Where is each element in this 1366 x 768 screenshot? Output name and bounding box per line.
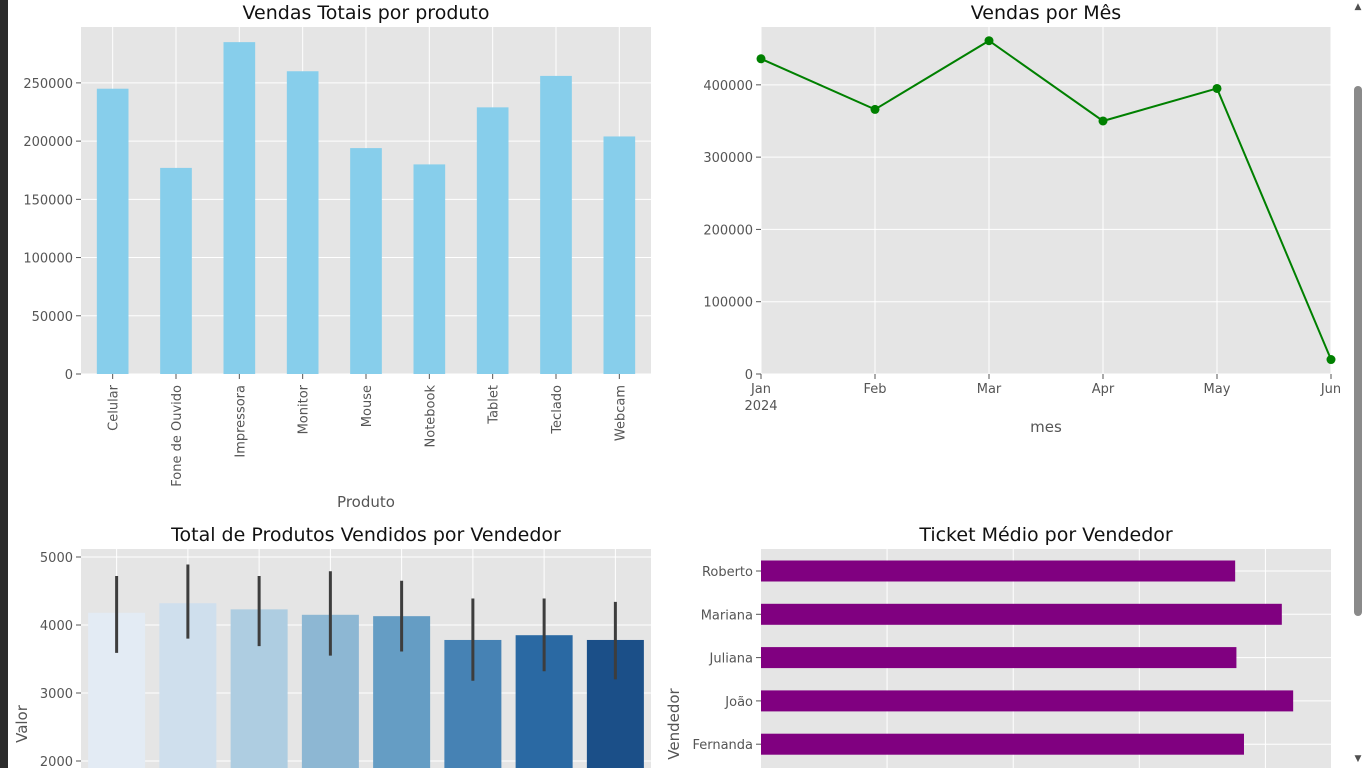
- chart-ticket-medio-por-vendedor: Roberto Mariana Juliana João Fernanda Ticket…: [665, 524, 1331, 768]
- data-point-feb: [870, 104, 880, 114]
- data-point-may: [1212, 83, 1222, 93]
- x-tick-sublabel: 2024: [744, 399, 777, 414]
- bar-celular: [96, 88, 129, 374]
- y-tick-label: 250000: [23, 77, 73, 92]
- chart-title: Total de Produtos Vendidos por Vendedor: [170, 524, 561, 546]
- x-axis-label: Produto: [337, 493, 395, 511]
- y-tick-label: 400000: [703, 79, 753, 94]
- data-point-jan: [756, 54, 766, 64]
- y-tick-label: 3000: [40, 687, 73, 702]
- series-line: [760, 39, 1332, 360]
- chart-produtos-vendidos-por-vendedor: 2000 3000 4000 5000 Total de Produtos Vendi…: [13, 524, 651, 768]
- vertical-scrollbar[interactable]: ▲ ▼: [1350, 0, 1366, 768]
- y-tick-label: 0: [65, 368, 73, 383]
- y-tick-label: 2000: [40, 755, 73, 768]
- x-tick-label: Apr: [1092, 382, 1115, 397]
- chart-vendas-totais-por-produto: 0 50000 100000 150000 200000 250000 Celular Fon…: [23, 2, 651, 511]
- y-tick-label: 200000: [23, 135, 73, 150]
- window-edge: [0, 0, 8, 768]
- x-tick-label: Mar: [977, 382, 1002, 397]
- chart-title: Vendas Totais por produto: [243, 2, 490, 24]
- scroll-down-icon[interactable]: ▼: [1354, 754, 1362, 764]
- y-tick-label: 100000: [23, 252, 73, 267]
- y-tick-label: 0: [745, 368, 753, 383]
- x-tick-label: Notebook: [423, 385, 438, 448]
- bar-impressora: [223, 42, 256, 375]
- y-tick-label: 300000: [703, 151, 753, 166]
- y-tick-label: João: [724, 695, 753, 710]
- bar-mouse: [350, 148, 382, 374]
- bar-joão: [761, 690, 1294, 712]
- x-tick-label: Teclado: [550, 385, 565, 435]
- chart-vendas-por-mes: 0 100000 200000 300000 400000 Jan Feb Mar Apr May…: [703, 2, 1341, 436]
- scroll-up-icon[interactable]: ▲: [1354, 2, 1362, 12]
- x-tick-label: Tablet: [487, 385, 502, 425]
- y-tick-label: Juliana: [709, 652, 753, 667]
- bar-monitor: [286, 71, 319, 374]
- y-tick-label: Mariana: [701, 608, 753, 623]
- x-tick-label: Feb: [863, 382, 886, 397]
- plot-background: [761, 27, 1331, 374]
- y-tick-label: 50000: [32, 310, 73, 325]
- data-point-mar: [984, 36, 994, 46]
- y-axis-label: Valor: [13, 704, 31, 743]
- x-tick-label: Celular: [107, 384, 122, 431]
- x-axis-label: mes: [1030, 418, 1062, 436]
- y-tick-label: Fernanda: [692, 738, 753, 753]
- scroll-thumb[interactable]: [1354, 86, 1362, 616]
- y-tick-label: 150000: [23, 193, 73, 208]
- x-tick-label: Impressora: [233, 385, 248, 458]
- y-tick-label: Roberto: [702, 565, 753, 580]
- bar-notebook: [413, 164, 446, 374]
- x-tick-label: Jun: [1320, 382, 1341, 397]
- bar-fernanda: [761, 733, 1244, 755]
- y-axis-label: Vendedor: [665, 687, 683, 759]
- data-point-jun: [1326, 355, 1336, 365]
- x-tick-label: Webcam: [613, 385, 628, 441]
- y-tick-label: 100000: [703, 296, 753, 311]
- bar-roberto: [761, 560, 1236, 582]
- chart-title: Vendas por Mês: [971, 2, 1121, 24]
- bar-fone-de-ouvido: [160, 167, 192, 374]
- chart-title: Ticket Médio por Vendedor: [918, 524, 1173, 546]
- data-point-apr: [1098, 116, 1108, 126]
- y-tick-label: 5000: [40, 551, 73, 566]
- bar-juliana: [761, 647, 1237, 669]
- bar-teclado: [540, 75, 572, 375]
- bar-webcam: [603, 136, 636, 374]
- y-tick-label: 4000: [40, 619, 73, 634]
- x-tick-label: Monitor: [297, 384, 312, 434]
- x-tick-label: May: [1204, 382, 1231, 397]
- x-tick-label: Fone de Ouvido: [170, 385, 185, 487]
- x-tick-label: Jan: [750, 382, 771, 397]
- bar-tablet: [476, 107, 509, 374]
- y-tick-label: 200000: [703, 223, 753, 238]
- x-tick-label: Mouse: [360, 385, 375, 427]
- bar-mariana: [761, 603, 1282, 625]
